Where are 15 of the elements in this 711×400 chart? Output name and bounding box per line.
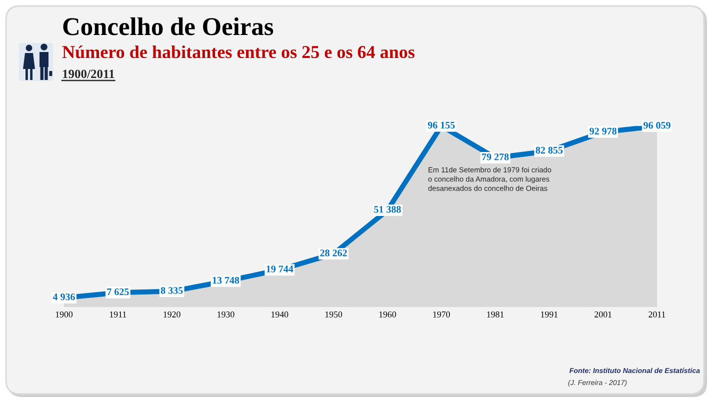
x-tick-label: 1950 [325,311,342,318]
x-tick-label: 1911 [110,311,126,318]
x-tick-label: 1981 [487,311,504,318]
x-tick-label: 2011 [648,311,666,318]
x-tick-label: 1900 [56,311,73,318]
x-tick-label: 2001 [594,311,612,318]
chart-subtitle: Número de habitantes entre os 25 e os 64 anos [62,45,414,58]
x-tick-label: 1920 [164,311,180,318]
text: 1900/2011 [63,70,114,78]
x-tick-label: 1960 [379,311,396,318]
x-tick-label: 1930 [218,311,234,318]
x-tick-label: 1991 [541,311,558,318]
x-tick-label: 1940 [272,311,288,318]
x-tick-label: 1970 [433,311,450,318]
chart-title: Concelho de Oeiras [63,17,274,36]
